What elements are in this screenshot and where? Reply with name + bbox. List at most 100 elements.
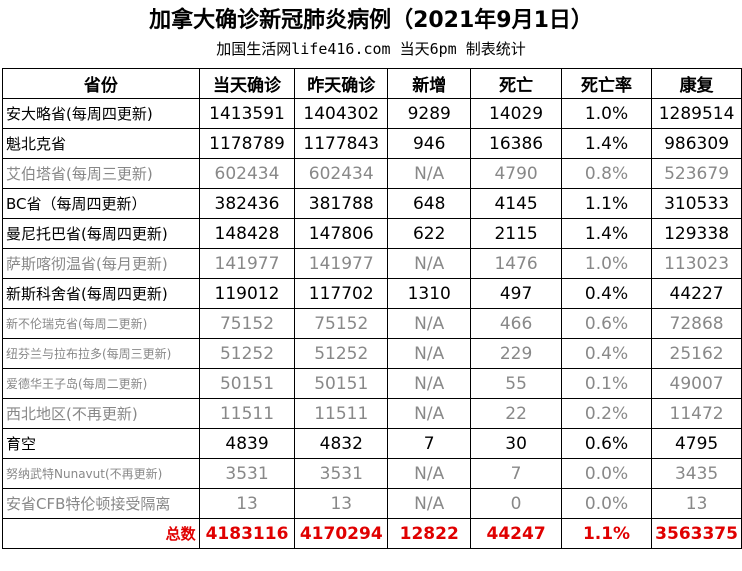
province: 育空	[2, 428, 200, 459]
cell: 0.4%	[560, 338, 653, 369]
cell: 141977	[198, 248, 296, 279]
row: 努纳武特Nunavut(不再更新) 3531 3531 N/A 7 0.0% 3435	[2, 458, 742, 489]
cell: 1177843	[294, 128, 389, 159]
cell: 22	[470, 398, 562, 429]
cell: 1.4%	[560, 128, 653, 159]
cell: N/A	[387, 338, 472, 369]
cell: 9289	[387, 98, 472, 129]
cell: 51252	[294, 338, 389, 369]
total-cell: 3563375	[651, 518, 742, 549]
cell: 11472	[651, 398, 742, 429]
province: 新不伦瑞克省(每周二更新)	[2, 308, 200, 339]
cell: 75152	[198, 308, 296, 339]
total-cell: 12822	[387, 518, 472, 549]
cell: N/A	[387, 458, 472, 489]
cell: 1404302	[294, 98, 389, 129]
cell: 1476	[470, 248, 562, 279]
cell: 51252	[198, 338, 296, 369]
cell: 11511	[294, 398, 389, 429]
cell: 1413591	[198, 98, 296, 129]
cell: 0.6%	[560, 428, 653, 459]
column-header: 康复	[651, 68, 742, 99]
province: 安大略省(每周四更新)	[2, 98, 200, 129]
province: 纽芬兰与拉布拉多(每周三更新)	[2, 338, 200, 369]
cell: 4145	[470, 188, 562, 219]
total-cell: 1.1%	[560, 518, 653, 549]
cell: 30	[470, 428, 562, 459]
cell: 3531	[294, 458, 389, 489]
cell: 0.4%	[560, 278, 653, 309]
cell: 602434	[294, 158, 389, 189]
cell: 602434	[198, 158, 296, 189]
total-cell: 4183116	[198, 518, 296, 549]
province: 爱德华王子岛(每周二更新)	[2, 368, 200, 399]
cell: 382436	[198, 188, 296, 219]
cell: 13	[198, 488, 296, 519]
cell: N/A	[387, 248, 472, 279]
cell: 3531	[198, 458, 296, 489]
row: BC省（每周四更新） 382436 381788 648 4145 1.1% 310533	[2, 188, 742, 219]
header-row: 省份 当天确诊 昨天确诊 新增 死亡 死亡率 康复	[2, 68, 742, 99]
row: 萨斯喀彻温省(每月更新) 141977 141977 N/A 1476 1.0% 11302…	[2, 248, 742, 279]
cell: 381788	[294, 188, 389, 219]
cell: 1310	[387, 278, 472, 309]
row: 新不伦瑞克省(每周二更新) 75152 75152 N/A 466 0.6% 72868	[2, 308, 742, 339]
cell: 16386	[470, 128, 562, 159]
cell: 1.1%	[560, 188, 653, 219]
cell: 13	[294, 488, 389, 519]
total-cell: 4170294	[294, 518, 389, 549]
cell: 2115	[470, 218, 562, 249]
row: 爱德华王子岛(每周二更新) 50151 50151 N/A 55 0.1% 49007	[2, 368, 742, 399]
cell: 466	[470, 308, 562, 339]
cell: 3435	[651, 458, 742, 489]
province: 西北地区(不再更新)	[2, 398, 200, 429]
table: 省份 当天确诊 昨天确诊 新增 死亡 死亡率 康复 安大略省(每周四更新) 1413591 14…	[2, 68, 742, 549]
column-header: 省份	[2, 68, 200, 99]
cell: 0.1%	[560, 368, 653, 399]
subtitle: 加国生活网life416.com 当天6pm 制表统计	[216, 40, 526, 58]
province: 努纳武特Nunavut(不再更新)	[2, 458, 200, 489]
cell: 4795	[651, 428, 742, 459]
cell: 523679	[651, 158, 742, 189]
cell: 229	[470, 338, 562, 369]
cell: 0.2%	[560, 398, 653, 429]
cell: N/A	[387, 158, 472, 189]
cell: 0	[470, 488, 562, 519]
row: 安省CFB特伦顿接受隔离 13 13 N/A 0 0.0% 13	[2, 488, 742, 519]
cell: 648	[387, 188, 472, 219]
title: 加拿大确诊新冠肺炎病例（2021年9月1日）	[149, 8, 593, 33]
province: 魁北克省	[2, 128, 200, 159]
row: 新斯科舍省(每周四更新) 119012 117702 1310 497 0.4% 44227	[2, 278, 742, 309]
column-header: 昨天确诊	[294, 68, 389, 99]
row: 育空 4839 4832 7 30 0.6% 4795	[2, 428, 742, 459]
cell: 1.0%	[560, 248, 653, 279]
cell: 4790	[470, 158, 562, 189]
cell: N/A	[387, 488, 472, 519]
cell: 310533	[651, 188, 742, 219]
cell: 946	[387, 128, 472, 159]
cell: 72868	[651, 308, 742, 339]
row: 安大略省(每周四更新) 1413591 1404302 9289 14029 1.0% 12…	[2, 98, 742, 129]
cell: 0.8%	[560, 158, 653, 189]
cell: 25162	[651, 338, 742, 369]
cell: 4839	[198, 428, 296, 459]
cell: N/A	[387, 308, 472, 339]
total-cell: 44247	[470, 518, 562, 549]
cell: 7	[470, 458, 562, 489]
cell: 119012	[198, 278, 296, 309]
column-header: 死亡率	[560, 68, 653, 99]
cell: 986309	[651, 128, 742, 159]
province: 安省CFB特伦顿接受隔离	[2, 488, 200, 519]
province: 曼尼托巴省(每周四更新)	[2, 218, 200, 249]
row: 纽芬兰与拉布拉多(每周三更新) 51252 51252 N/A 229 0.4% 25162	[2, 338, 742, 369]
cell: 14029	[470, 98, 562, 129]
cell: 113023	[651, 248, 742, 279]
cell: N/A	[387, 398, 472, 429]
cell: 50151	[198, 368, 296, 399]
column-header: 新增	[387, 68, 472, 99]
cell: 50151	[294, 368, 389, 399]
row: 艾伯塔省(每周三更新) 602434 602434 N/A 4790 0.8% 523679	[2, 158, 742, 189]
cell: 1178789	[198, 128, 296, 159]
cell: 129338	[651, 218, 742, 249]
cell: 622	[387, 218, 472, 249]
